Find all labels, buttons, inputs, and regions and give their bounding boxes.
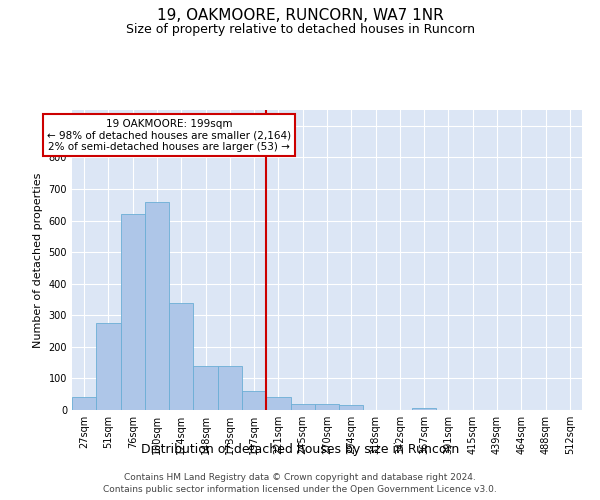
- Bar: [315, 404, 339, 410]
- Text: Contains HM Land Registry data © Crown copyright and database right 2024.: Contains HM Land Registry data © Crown c…: [124, 472, 476, 482]
- Bar: [290, 404, 315, 410]
- Bar: [145, 202, 169, 410]
- Bar: [96, 323, 121, 410]
- Text: 19, OAKMOORE, RUNCORN, WA7 1NR: 19, OAKMOORE, RUNCORN, WA7 1NR: [157, 8, 443, 22]
- Bar: [193, 366, 218, 410]
- Bar: [242, 391, 266, 410]
- Bar: [339, 406, 364, 410]
- Text: Distribution of detached houses by size in Runcorn: Distribution of detached houses by size …: [141, 442, 459, 456]
- Bar: [121, 214, 145, 410]
- Y-axis label: Number of detached properties: Number of detached properties: [33, 172, 43, 348]
- Bar: [412, 408, 436, 410]
- Text: Contains public sector information licensed under the Open Government Licence v3: Contains public sector information licen…: [103, 485, 497, 494]
- Text: Size of property relative to detached houses in Runcorn: Size of property relative to detached ho…: [125, 22, 475, 36]
- Bar: [218, 366, 242, 410]
- Bar: [266, 398, 290, 410]
- Bar: [169, 302, 193, 410]
- Text: 19 OAKMOORE: 199sqm
← 98% of detached houses are smaller (2,164)
2% of semi-deta: 19 OAKMOORE: 199sqm ← 98% of detached ho…: [47, 118, 291, 152]
- Bar: [72, 398, 96, 410]
